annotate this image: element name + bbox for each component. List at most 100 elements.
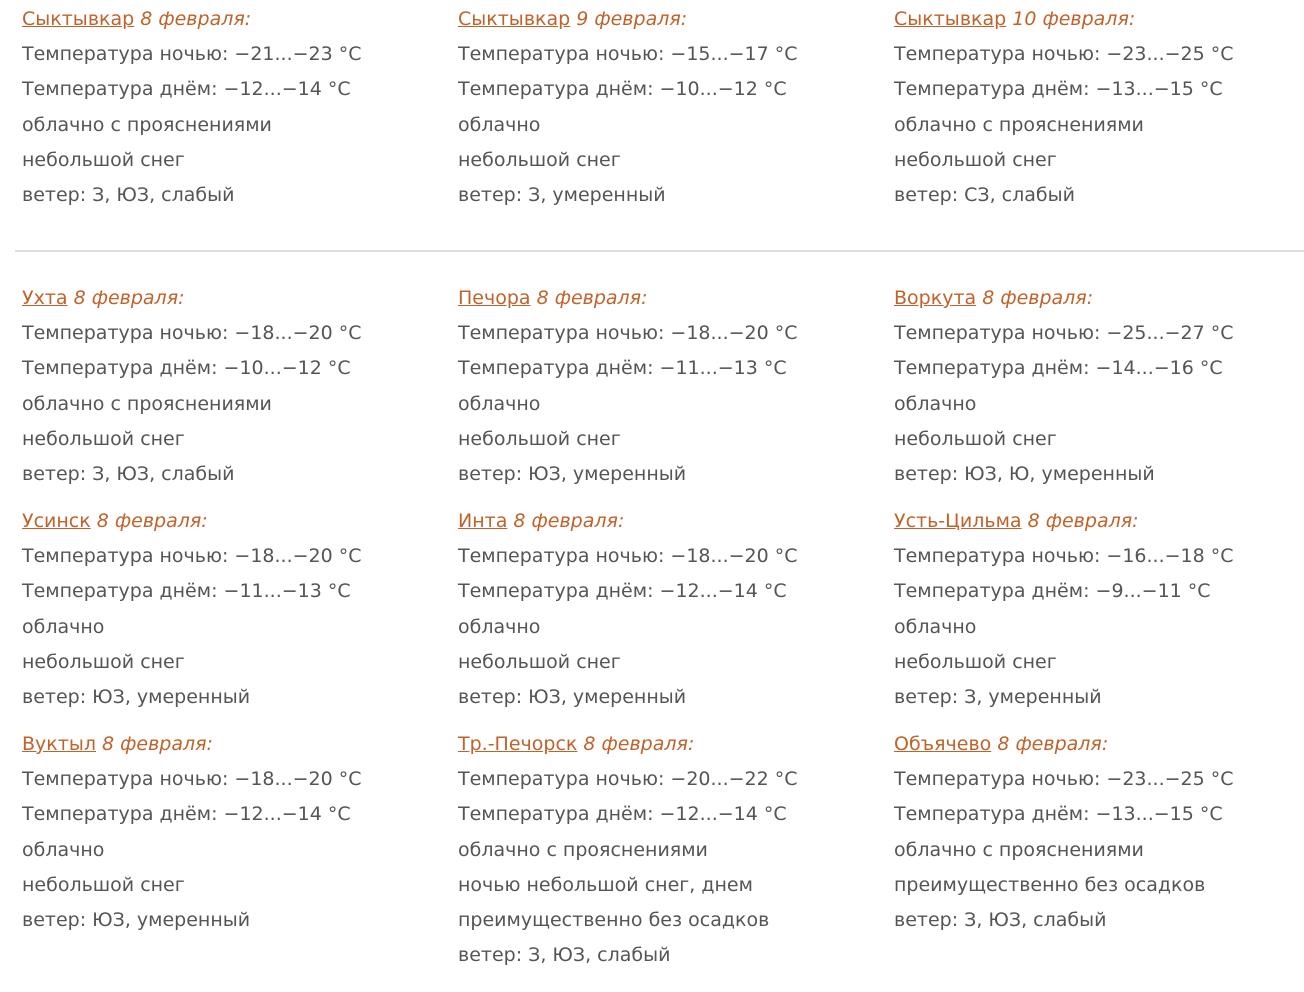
forecast-line: Температура ночью: −18...−20 °C (458, 545, 798, 568)
forecast-block: Вуктыл 8 февраля: Температура ночью: −18.… (22, 727, 458, 973)
city-link[interactable]: Сыктывкар (458, 8, 571, 30)
forecast-line: ветер: ЮЗ, умеренный (458, 463, 687, 486)
forecast-row: Усинск 8 февраля: Температура ночью: −18.… (22, 504, 1304, 715)
forecast-line: небольшой снег (22, 873, 185, 896)
forecast-block: Печора 8 февраля: Температура ночью: −18.… (458, 281, 894, 492)
forecast-block: Объячево 8 февраля: Температура ночью: −2… (894, 727, 1304, 973)
city-link[interactable]: Сыктывкар (22, 8, 135, 30)
forecast-block: Усинск 8 февраля: Температура ночью: −18.… (22, 504, 458, 715)
forecast-block: Ухта 8 февраля: Температура ночью: −18...… (22, 281, 458, 492)
forecast-line: облачно (894, 615, 977, 638)
forecast-line: Температура ночью: −20...−22 °C (458, 768, 798, 791)
forecast-date: 8 февраля: (513, 510, 625, 532)
forecast-line: ветер: З, ЮЗ, слабый (458, 944, 671, 967)
forecast-block: Сыктывкар 10 февраля: Температура ночью: … (894, 2, 1304, 213)
forecast-row: Ухта 8 февраля: Температура ночью: −18...… (22, 281, 1304, 492)
city-link[interactable]: Тр.-Печорск (458, 733, 578, 755)
forecast-date: 8 февраля: (96, 510, 208, 532)
forecast-line: небольшой снег (22, 148, 185, 171)
forecast-line: небольшой снег (458, 148, 621, 171)
forecast-line: облачно с прояснениями (458, 838, 708, 861)
forecast-block: Тр.-Печорск 8 февраля: Температура ночью:… (458, 727, 894, 973)
forecast-date: 8 февраля: (982, 287, 1094, 309)
forecast-line: облачно с прояснениями (894, 113, 1144, 136)
city-link[interactable]: Вуктыл (22, 733, 96, 755)
forecast-title: Воркута 8 февраля: (894, 281, 1304, 316)
forecast-title: Сыктывкар 10 февраля: (894, 2, 1304, 37)
forecast-line: небольшой снег (22, 427, 185, 450)
forecast-line: Температура ночью: −23...−25 °C (894, 768, 1234, 791)
forecast-line: облачно с прояснениями (22, 392, 272, 415)
forecast-line: Температура днём: −10...−12 °C (22, 357, 351, 380)
forecast-line: Температура днём: −11...−13 °C (458, 357, 787, 380)
forecast-line: Температура ночью: −18...−20 °C (22, 322, 362, 345)
forecast-line: небольшой снег (458, 650, 621, 673)
forecast-row: Сыктывкар 8 февраля: Температура ночью: −… (22, 2, 1304, 213)
forecast-date: 9 февраля: (576, 8, 688, 30)
forecast-line: Температура днём: −11...−13 °C (22, 580, 351, 603)
forecast-line: Температура днём: −13...−15 °C (894, 78, 1223, 101)
city-link[interactable]: Усинск (22, 510, 91, 532)
forecast-line: преимущественно без осадков (894, 873, 1206, 896)
forecast-line: ночью небольшой снег, днем (458, 873, 753, 896)
divider (15, 250, 1304, 252)
forecast-line: Температура ночью: −23...−25 °C (894, 43, 1234, 66)
city-link[interactable]: Сыктывкар (894, 8, 1007, 30)
forecast-line: Температура днём: −14...−16 °C (894, 357, 1223, 380)
forecast-line: небольшой снег (22, 650, 185, 673)
forecast-line: Температура ночью: −15...−17 °C (458, 43, 798, 66)
forecast-line: ветер: З, ЮЗ, слабый (894, 909, 1107, 932)
forecast-line: ветер: З, ЮЗ, слабый (22, 184, 235, 207)
city-link[interactable]: Усть-Цильма (894, 510, 1022, 532)
forecast-line: Температура днём: −12...−14 °C (458, 580, 787, 603)
forecast-block: Сыктывкар 8 февраля: Температура ночью: −… (22, 2, 458, 213)
forecast-line: ветер: ЮЗ, умеренный (458, 686, 687, 709)
forecast-line: ветер: ЮЗ, Ю, умеренный (894, 463, 1155, 486)
city-link[interactable]: Объячево (894, 733, 992, 755)
forecast-block: Воркута 8 февраля: Температура ночью: −25… (894, 281, 1304, 492)
forecast-line: Температура ночью: −16...−18 °C (894, 545, 1234, 568)
forecast-line: Температура днём: −12...−14 °C (22, 803, 351, 826)
forecast-date: 8 февраля: (1027, 510, 1139, 532)
forecast-line: Температура днём: −12...−14 °C (22, 78, 351, 101)
forecast-title: Вуктыл 8 февраля: (22, 727, 458, 762)
forecast-title: Усинск 8 февраля: (22, 504, 458, 539)
forecast-line: облачно (22, 615, 105, 638)
forecast-row: Вуктыл 8 февраля: Температура ночью: −18.… (22, 727, 1304, 973)
forecast-date: 8 февраля: (102, 733, 213, 755)
forecast-line: Температура днём: −9...−11 °C (894, 580, 1211, 603)
forecast-line: ветер: З, умеренный (458, 184, 666, 207)
forecast-line: Температура ночью: −18...−20 °C (22, 545, 362, 568)
forecast-line: Температура ночью: −18...−20 °C (22, 768, 362, 791)
forecast-line: облачно (894, 392, 977, 415)
forecast-date: 8 февраля: (73, 287, 185, 309)
forecast-title: Инта 8 февраля: (458, 504, 894, 539)
forecast-block: Сыктывкар 9 февраля: Температура ночью: −… (458, 2, 894, 213)
forecast-line: ветер: СЗ, слабый (894, 184, 1075, 207)
forecast-line: ветер: ЮЗ, умеренный (22, 909, 251, 932)
city-link[interactable]: Ухта (22, 287, 68, 309)
forecast-line: Температура днём: −13...−15 °C (894, 803, 1223, 826)
forecast-line: Температура ночью: −21...−23 °C (22, 43, 362, 66)
forecast-line: облачно (458, 113, 541, 136)
forecast-line: облачно с прояснениями (894, 838, 1144, 861)
forecast-title: Печора 8 февраля: (458, 281, 894, 316)
forecast-line: ветер: ЮЗ, умеренный (22, 686, 251, 709)
forecast-date: 8 февраля: (997, 733, 1109, 755)
forecast-line: небольшой снег (894, 427, 1057, 450)
forecast-title: Усть-Цильма 8 февраля: (894, 504, 1304, 539)
forecast-line: небольшой снег (894, 148, 1057, 171)
forecast-block: Усть-Цильма 8 февраля: Температура ночью:… (894, 504, 1304, 715)
city-link[interactable]: Печора (458, 287, 531, 309)
city-link[interactable]: Воркута (894, 287, 977, 309)
forecast-line: небольшой снег (894, 650, 1057, 673)
forecast-line: ветер: З, ЮЗ, слабый (22, 463, 235, 486)
forecast-date: 8 февраля: (583, 733, 695, 755)
forecast-title: Сыктывкар 9 февраля: (458, 2, 894, 37)
forecast-line: Температура днём: −12...−14 °C (458, 803, 787, 826)
city-link[interactable]: Инта (458, 510, 508, 532)
forecast-line: преимущественно без осадков (458, 909, 770, 932)
forecast-title: Сыктывкар 8 февраля: (22, 2, 458, 37)
forecast-line: облачно (458, 615, 541, 638)
forecast-title: Объячево 8 февраля: (894, 727, 1304, 762)
